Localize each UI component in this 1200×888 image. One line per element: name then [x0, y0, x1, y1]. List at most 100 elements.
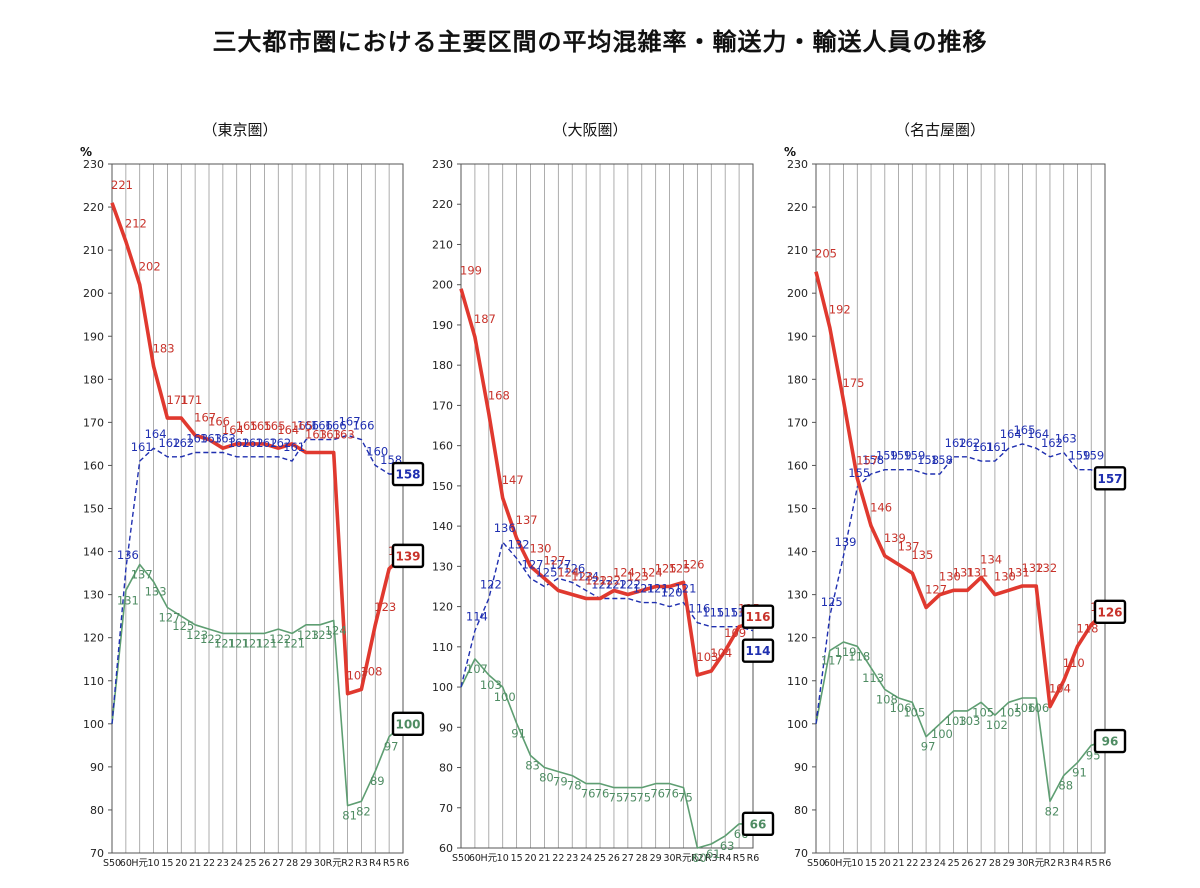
data-label-ridership: 117 [821, 654, 843, 668]
x-tick-label: 21 [189, 858, 201, 869]
data-label-capacity: 122 [605, 578, 627, 592]
y-tick-label: 210 [787, 244, 808, 257]
y-tick-label: 80 [794, 804, 808, 817]
data-label-capacity: 116 [688, 602, 710, 616]
x-tick-label: 20 [879, 858, 891, 869]
data-label-capacity: 166 [325, 419, 347, 433]
data-label-congestion: 165 [263, 419, 285, 433]
value-box [391, 461, 425, 487]
data-label-congestion: 163 [319, 428, 341, 442]
boxed-value-congestion: 126 [1093, 599, 1127, 625]
data-label-capacity: 159 [876, 449, 898, 463]
y-tick-label: 130 [787, 589, 808, 602]
data-label-capacity: 122 [480, 578, 502, 592]
series-line-capacity [815, 443, 1106, 724]
x-tick-label: 30 [1016, 858, 1028, 869]
y-tick-label: 210 [432, 238, 453, 251]
data-label-ridership: 63 [720, 839, 735, 853]
data-label-congestion: 125 [669, 561, 691, 575]
data-label-congestion: 165 [291, 419, 313, 433]
data-label-congestion: 132 [1035, 561, 1057, 575]
data-label-congestion: 127 [543, 553, 565, 567]
data-label-ridership: 76 [581, 787, 596, 801]
value-box [1093, 599, 1127, 625]
data-label-ridership: 127 [158, 611, 180, 625]
x-tick-label: 25 [245, 858, 257, 869]
x-tick-label: 29 [650, 853, 662, 864]
x-tick-label: 60 [120, 858, 132, 869]
data-label-ridership: 103 [480, 678, 502, 692]
x-tick-label: R2 [691, 853, 704, 864]
data-label-capacity: 155 [848, 466, 870, 480]
data-label-capacity: 127 [522, 557, 544, 571]
data-label-capacity: 132 [508, 537, 530, 551]
data-label-congestion: 199 [460, 264, 482, 278]
data-label-ridership: 121 [214, 636, 236, 650]
boxed-value-label: 100 [395, 717, 420, 731]
y-tick-label: 70 [439, 802, 453, 815]
data-label-ridership: 83 [525, 758, 540, 772]
y-tick-label: 160 [432, 440, 453, 453]
x-tick-label: S50 [807, 858, 825, 869]
data-label-ridership: 61 [706, 847, 721, 861]
x-tick-label: 10 [497, 853, 509, 864]
data-label-ridership: 103 [945, 714, 967, 728]
data-label-congestion: 130 [939, 570, 961, 584]
x-tick-label: 15 [161, 858, 173, 869]
data-label-capacity: 162 [255, 436, 277, 450]
data-label-ridership: 75 [609, 791, 624, 805]
data-label-capacity: 164 [1000, 427, 1022, 441]
data-label-capacity: 161 [972, 440, 994, 454]
data-label-capacity: 159 [890, 449, 912, 463]
y-tick-label: 160 [787, 459, 808, 472]
data-label-capacity: 121 [674, 582, 696, 596]
series-line-capacity [111, 434, 403, 724]
data-label-capacity: 120 [661, 586, 683, 600]
data-label-capacity: 159 [1068, 449, 1090, 463]
data-label-congestion: 127 [925, 583, 947, 597]
x-tick-label: R2 [341, 858, 354, 869]
data-label-capacity: 158 [917, 453, 939, 467]
value-box [741, 604, 775, 629]
x-tick-label: 27 [622, 853, 634, 864]
data-label-capacity: 162 [242, 436, 264, 450]
y-tick-label: 120 [83, 632, 104, 645]
y-tick-label: 200 [83, 287, 104, 300]
y-tick-label: 140 [83, 546, 104, 559]
boxed-value-capacity: 114 [741, 638, 775, 663]
data-label-congestion: 157 [856, 453, 878, 467]
x-tick-label: 60 [824, 858, 836, 869]
x-tick-label: 21 [538, 853, 550, 864]
data-label-congestion: 131 [1008, 565, 1030, 579]
boxed-value-label: 66 [750, 817, 767, 831]
data-label-capacity: 124 [577, 569, 599, 583]
x-tick-label: R4 [369, 858, 382, 869]
boxed-value-label: 116 [745, 610, 770, 624]
data-label-ridership: 125 [172, 619, 194, 633]
x-tick-label: 28 [286, 858, 298, 869]
x-tick-label: 29 [1003, 858, 1015, 869]
data-label-ridership: 88 [1058, 778, 1073, 792]
y-tick-label: 180 [432, 359, 453, 372]
value-box [1093, 466, 1127, 491]
panel-title: （名古屋圏） [895, 121, 985, 139]
x-tick-label: 23 [217, 858, 229, 869]
data-label-ridership: 121 [255, 636, 277, 650]
chart-panel-osaka: （大阪圏） 60 70 80 90 100 110 120 130 140 150 160 170 180… [432, 121, 775, 865]
data-label-ridership: 89 [370, 774, 385, 788]
y-tick-label: 90 [794, 761, 808, 774]
boxed-value-label: 139 [395, 549, 420, 563]
x-tick-label: 15 [865, 858, 877, 869]
data-label-congestion: 135 [911, 548, 933, 562]
x-tick-label: R6 [397, 858, 410, 869]
data-label-capacity: 162 [1041, 436, 1063, 450]
data-label-capacity: 122 [591, 578, 613, 592]
y-tick-label: 150 [83, 503, 104, 516]
data-label-congestion: 147 [502, 473, 524, 487]
data-label-congestion: 171 [166, 393, 188, 407]
data-label-congestion: 168 [488, 388, 510, 402]
x-tick-label: H元 [835, 858, 852, 869]
data-label-congestion: 130 [994, 570, 1016, 584]
data-label-ridership: 124 [325, 623, 347, 637]
y-tick-label: 230 [787, 158, 808, 171]
